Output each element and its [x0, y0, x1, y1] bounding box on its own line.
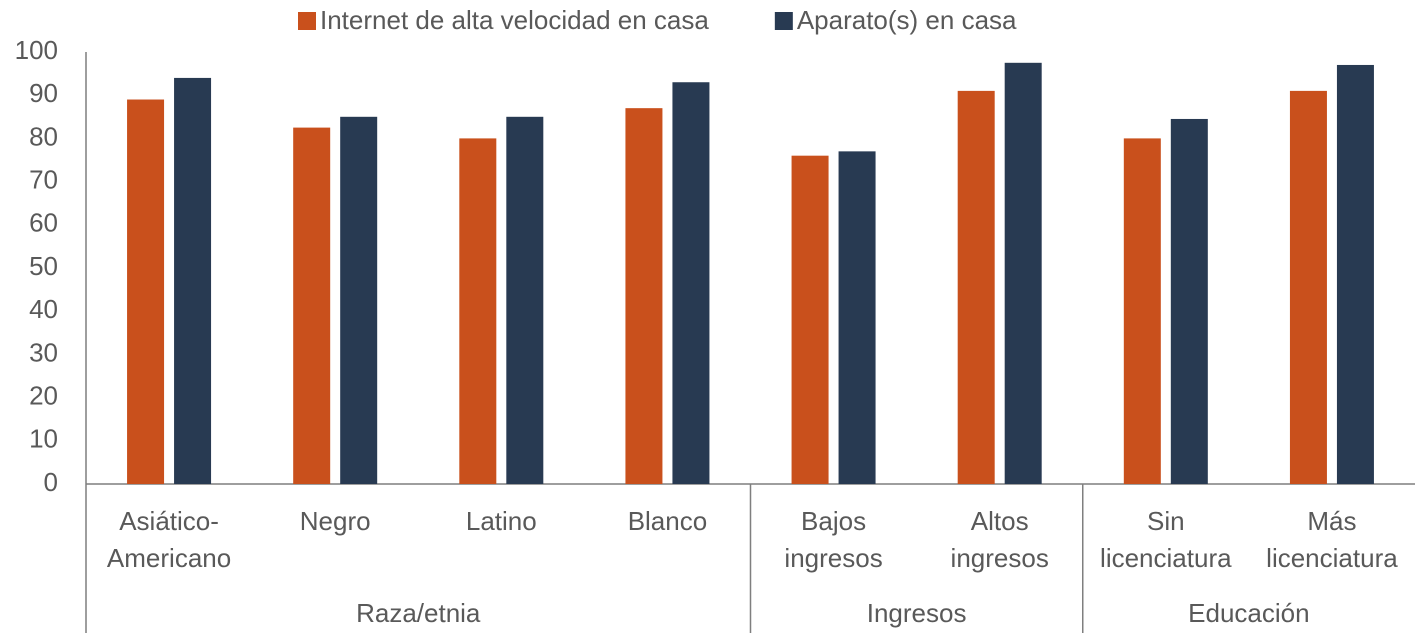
bar	[791, 155, 829, 484]
legend-swatch	[298, 12, 316, 30]
y-tick-label: 90	[29, 78, 58, 108]
x-tick-label: Blanco	[628, 506, 708, 536]
bar	[174, 77, 212, 485]
bar	[1170, 118, 1208, 485]
x-tick-label: Latino	[466, 506, 537, 536]
bar	[1289, 90, 1327, 484]
bar	[340, 116, 378, 485]
group-label: Raza/etnia	[356, 598, 481, 628]
y-tick-label: 40	[29, 294, 58, 324]
x-tick-label: ingresos	[784, 543, 882, 573]
bar	[127, 99, 165, 485]
x-tick-label: Altos	[971, 506, 1029, 536]
y-tick-label: 70	[29, 164, 58, 194]
x-tick-label: Sin	[1147, 506, 1185, 536]
legend-label: Internet de alta velocidad en casa	[320, 5, 709, 35]
y-tick-label: 10	[29, 424, 58, 454]
x-tick-label: Negro	[300, 506, 371, 536]
bar	[1336, 64, 1374, 485]
bar	[506, 116, 544, 485]
group-label: Ingresos	[867, 598, 967, 628]
bar	[625, 108, 663, 484]
y-tick-label: 20	[29, 380, 58, 410]
bar	[838, 151, 876, 485]
x-tick-label: Asiático-	[119, 506, 219, 536]
x-tick-label: Americano	[107, 543, 231, 573]
legend-swatch	[774, 12, 793, 30]
x-tick-label: Más	[1307, 506, 1356, 536]
x-tick-label: licenciatura	[1266, 543, 1398, 573]
y-tick-label: 100	[15, 35, 58, 65]
bar	[672, 82, 710, 485]
x-tick-label: Bajos	[801, 506, 866, 536]
y-tick-label: 60	[29, 208, 58, 238]
group-label: Educación	[1188, 598, 1309, 628]
x-tick-label: ingresos	[951, 543, 1049, 573]
bar	[957, 90, 995, 484]
y-tick-label: 80	[29, 121, 58, 151]
bar	[459, 138, 497, 484]
y-tick-label: 30	[29, 337, 58, 367]
y-tick-label: 0	[44, 467, 58, 497]
y-tick-label: 50	[29, 251, 58, 281]
bar	[1004, 62, 1042, 485]
bar	[1123, 138, 1161, 484]
bar	[293, 127, 331, 484]
x-tick-label: licenciatura	[1100, 543, 1232, 573]
legend-label: Aparato(s) en casa	[797, 5, 1017, 35]
